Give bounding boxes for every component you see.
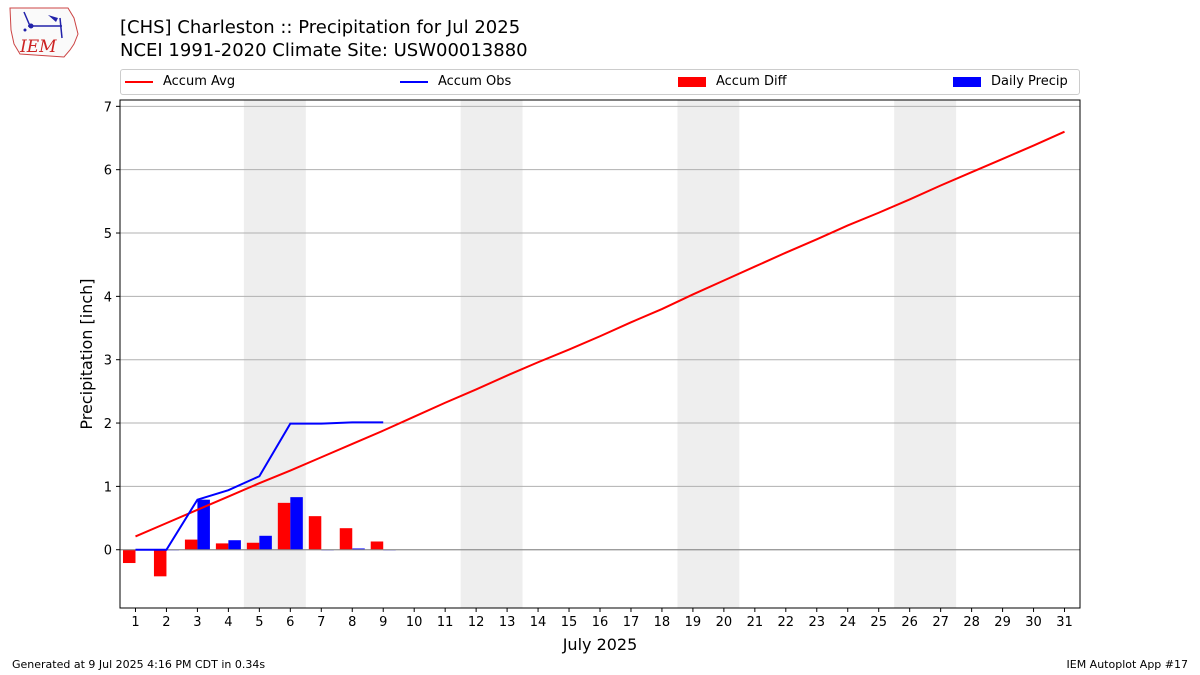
legend-item-accum-diff: Accum Diff xyxy=(678,74,787,89)
legend-item-daily-precip: Daily Precip xyxy=(953,74,1068,89)
xtick-label-31: 31 xyxy=(1056,615,1073,630)
xtick-label-13: 13 xyxy=(499,615,516,630)
footer-app: IEM Autoplot App #17 xyxy=(1066,658,1189,671)
xtick-label-28: 28 xyxy=(963,615,980,630)
xtick-label-12: 12 xyxy=(468,615,485,630)
xtick-label-3: 3 xyxy=(193,615,201,630)
xtick-label-24: 24 xyxy=(839,615,856,630)
bar-daily-precip-day-4 xyxy=(228,540,241,550)
ytick-label-0: 0 xyxy=(104,544,112,559)
legend-item-accum-obs: Accum Obs xyxy=(400,74,511,89)
bar-daily-precip-day-6 xyxy=(290,497,303,550)
xtick-label-1: 1 xyxy=(131,615,139,630)
footer-generated: Generated at 9 Jul 2025 4:16 PM CDT in 0… xyxy=(12,658,266,671)
y-axis-label: Precipitation [inch] xyxy=(77,278,96,429)
xtick-label-11: 11 xyxy=(437,615,454,630)
legend-label-daily-precip: Daily Precip xyxy=(991,74,1068,89)
bar-daily-precip-day-5 xyxy=(259,535,272,550)
ytick-label-5: 5 xyxy=(104,227,112,242)
bar-accum-diff-day-1 xyxy=(122,549,136,564)
bar-accum-diff-day-3 xyxy=(184,539,198,550)
legend-swatch-accum-obs xyxy=(400,80,428,83)
xtick-label-16: 16 xyxy=(592,615,609,630)
xtick-label-29: 29 xyxy=(994,615,1011,630)
legend-label-accum-obs: Accum Obs xyxy=(438,74,512,89)
ytick-label-2: 2 xyxy=(104,417,112,432)
svg-text:IEM: IEM xyxy=(19,37,57,57)
bar-daily-precip-day-3 xyxy=(197,499,210,550)
legend-label-accum-diff: Accum Diff xyxy=(716,74,787,89)
ytick-label-7: 7 xyxy=(104,100,112,115)
bar-accum-diff-day-5 xyxy=(246,542,260,550)
bar-daily-precip-day-8 xyxy=(352,548,365,550)
bar-accum-diff-day-7 xyxy=(308,516,322,550)
xtick-label-8: 8 xyxy=(348,615,356,630)
bar-accum-diff-day-9 xyxy=(370,541,384,550)
bar-accum-diff-day-4 xyxy=(215,543,229,550)
xtick-label-26: 26 xyxy=(901,615,918,630)
legend-item-accum-avg: Accum Avg xyxy=(125,74,235,89)
xtick-label-27: 27 xyxy=(932,615,949,630)
xtick-label-10: 10 xyxy=(406,615,423,630)
xtick-label-21: 21 xyxy=(747,615,764,630)
axes-frame xyxy=(119,99,1081,609)
xtick-label-30: 30 xyxy=(1025,615,1042,630)
xtick-label-15: 15 xyxy=(561,615,578,630)
ytick-label-1: 1 xyxy=(104,480,112,495)
weekend-shade-2 xyxy=(460,100,523,608)
bar-accum-diff-day-6 xyxy=(277,502,291,550)
xtick-label-4: 4 xyxy=(224,615,232,630)
bar-accum-diff-day-8 xyxy=(339,528,353,550)
xtick-label-20: 20 xyxy=(716,615,733,630)
xtick-label-25: 25 xyxy=(870,615,887,630)
iem-logo: IEM xyxy=(9,7,79,58)
chart-subtitle: NCEI 1991-2020 Climate Site: USW00013880 xyxy=(120,40,528,61)
xtick-label-5: 5 xyxy=(255,615,263,630)
weekend-shade-4 xyxy=(894,100,957,608)
legend-swatch-daily-precip xyxy=(953,76,981,87)
legend: Accum Avg Accum Obs Accum Diff Daily Pre… xyxy=(120,69,1080,95)
xtick-label-6: 6 xyxy=(286,615,294,630)
bar-accum-diff-day-2 xyxy=(153,549,167,577)
legend-label-accum-avg: Accum Avg xyxy=(163,74,236,89)
xtick-label-2: 2 xyxy=(162,615,170,630)
xtick-label-18: 18 xyxy=(654,615,671,630)
xtick-label-23: 23 xyxy=(809,615,826,630)
chart-title: [CHS] Charleston :: Precipitation for Ju… xyxy=(120,17,521,38)
x-axis-label: July 2025 xyxy=(562,635,638,654)
ytick-label-6: 6 xyxy=(104,164,112,179)
legend-swatch-accum-avg xyxy=(125,80,153,83)
line-accum-obs xyxy=(135,421,384,551)
xtick-label-17: 17 xyxy=(623,615,640,630)
xtick-label-14: 14 xyxy=(530,615,547,630)
line-accum-avg xyxy=(135,130,1065,538)
weekend-shade-3 xyxy=(677,100,740,608)
xtick-label-9: 9 xyxy=(379,615,387,630)
legend-swatch-accum-diff xyxy=(678,76,706,87)
xtick-label-19: 19 xyxy=(685,615,702,630)
xtick-label-7: 7 xyxy=(317,615,325,630)
ytick-label-4: 4 xyxy=(104,290,112,305)
ytick-label-3: 3 xyxy=(104,354,112,369)
xtick-label-22: 22 xyxy=(778,615,795,630)
